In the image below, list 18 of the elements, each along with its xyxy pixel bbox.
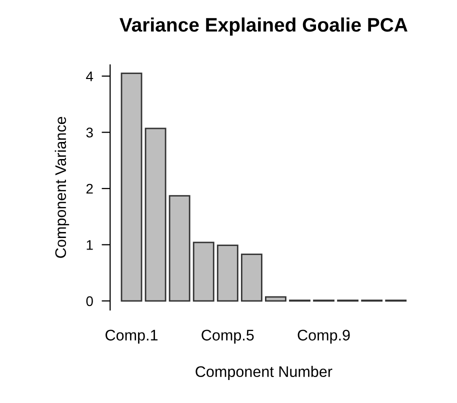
bar bbox=[264, 296, 286, 302]
x-tick-label: Comp.5 bbox=[202, 330, 254, 344]
x-axis-title: Component Number bbox=[196, 366, 332, 380]
y-tick-label: 1 bbox=[86, 240, 93, 250]
chart-title: Variance Explained Goalie PCA bbox=[120, 17, 408, 36]
bar bbox=[216, 244, 238, 302]
x-tick-label: Comp.1 bbox=[106, 330, 158, 344]
bar bbox=[240, 254, 262, 302]
bar bbox=[120, 72, 142, 302]
bar bbox=[168, 195, 190, 302]
y-tick-label: 0 bbox=[86, 296, 93, 306]
x-tick-label: Comp.9 bbox=[298, 330, 350, 344]
y-tick-label: 4 bbox=[86, 72, 94, 82]
bar bbox=[192, 242, 214, 302]
y-axis-title: Component Variance bbox=[54, 116, 70, 258]
y-tick-label: 3 bbox=[86, 128, 93, 138]
y-tick-label: 2 bbox=[86, 184, 93, 194]
bar bbox=[144, 128, 166, 302]
